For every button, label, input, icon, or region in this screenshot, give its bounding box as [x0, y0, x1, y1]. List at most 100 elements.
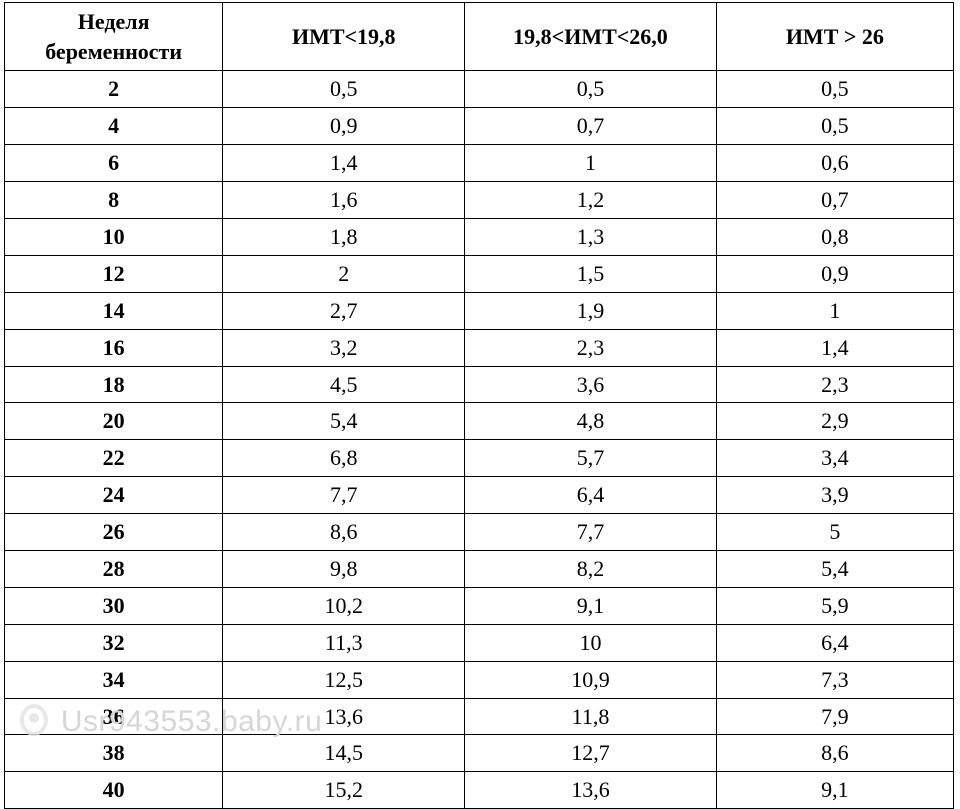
table-cell: 1,9	[465, 292, 716, 329]
table-cell: 4,5	[223, 366, 465, 403]
table-cell: 7,7	[223, 477, 465, 514]
table-cell: 0,8	[716, 218, 953, 255]
table-header-row: Неделя беременности ИМТ<19,8 19,8<ИМТ<26…	[5, 3, 954, 71]
table-cell: 11,3	[223, 624, 465, 661]
table-cell: 6	[5, 145, 223, 182]
table-cell: 14	[5, 292, 223, 329]
table-cell: 11,8	[465, 698, 716, 735]
table-cell: 2	[5, 71, 223, 108]
table-cell: 0,7	[465, 108, 716, 145]
table-cell: 2,7	[223, 292, 465, 329]
table-cell: 36	[5, 698, 223, 735]
table-cell: 2,3	[465, 329, 716, 366]
table-row: 101,81,30,8	[5, 218, 954, 255]
table-cell: 28	[5, 550, 223, 587]
table-cell: 16	[5, 329, 223, 366]
table-cell: 18	[5, 366, 223, 403]
table-row: 142,71,91	[5, 292, 954, 329]
table-cell: 34	[5, 661, 223, 698]
table-row: 163,22,31,4	[5, 329, 954, 366]
table-row: 3211,3106,4	[5, 624, 954, 661]
table-cell: 6,4	[716, 624, 953, 661]
table-cell: 6,4	[465, 477, 716, 514]
table-cell: 1	[716, 292, 953, 329]
column-header-bmi-mid: 19,8<ИМТ<26,0	[465, 3, 716, 71]
column-header-week: Неделя беременности	[5, 3, 223, 71]
table-cell: 7,9	[716, 698, 953, 735]
table-cell: 15,2	[223, 772, 465, 809]
table-cell: 1	[465, 145, 716, 182]
table-cell: 5,4	[716, 550, 953, 587]
table-cell: 9,8	[223, 550, 465, 587]
table-cell: 8,2	[465, 550, 716, 587]
table-cell: 8	[5, 182, 223, 219]
table-cell: 5,4	[223, 403, 465, 440]
table-cell: 5,7	[465, 440, 716, 477]
table-cell: 1,8	[223, 218, 465, 255]
bmi-pregnancy-table: Неделя беременности ИМТ<19,8 19,8<ИМТ<26…	[4, 2, 954, 809]
table-cell: 1,5	[465, 255, 716, 292]
table-cell: 5,9	[716, 587, 953, 624]
table-body: 20,50,50,540,90,70,561,410,681,61,20,710…	[5, 71, 954, 809]
table-row: 81,61,20,7	[5, 182, 954, 219]
table-cell: 0,5	[465, 71, 716, 108]
table-row: 3010,29,15,9	[5, 587, 954, 624]
table-cell: 4,8	[465, 403, 716, 440]
table-cell: 1,3	[465, 218, 716, 255]
table-cell: 0,9	[223, 108, 465, 145]
table-cell: 10,2	[223, 587, 465, 624]
table-cell: 10	[5, 218, 223, 255]
table-cell: 1,4	[223, 145, 465, 182]
table-cell: 38	[5, 735, 223, 772]
table-cell: 9,1	[465, 587, 716, 624]
table-row: 184,53,62,3	[5, 366, 954, 403]
table-cell: 2	[223, 255, 465, 292]
table-cell: 12,7	[465, 735, 716, 772]
table-cell: 12	[5, 255, 223, 292]
table-cell: 6,8	[223, 440, 465, 477]
table-row: 3613,611,87,9	[5, 698, 954, 735]
table-cell: 20	[5, 403, 223, 440]
table-row: 61,410,6	[5, 145, 954, 182]
table-cell: 8,6	[716, 735, 953, 772]
table-row: 226,85,73,4	[5, 440, 954, 477]
table-cell: 5	[716, 514, 953, 551]
table-cell: 9,1	[716, 772, 953, 809]
table-cell: 1,6	[223, 182, 465, 219]
table-cell: 7,7	[465, 514, 716, 551]
table-row: 205,44,82,9	[5, 403, 954, 440]
table-cell: 26	[5, 514, 223, 551]
table-row: 40,90,70,5	[5, 108, 954, 145]
table-cell: 3,4	[716, 440, 953, 477]
table-cell: 40	[5, 772, 223, 809]
column-header-bmi-high: ИМТ > 26	[716, 3, 953, 71]
table-cell: 0,7	[716, 182, 953, 219]
table-cell: 0,5	[716, 71, 953, 108]
table-row: 3412,510,97,3	[5, 661, 954, 698]
table-cell: 10	[465, 624, 716, 661]
table-cell: 3,2	[223, 329, 465, 366]
table-row: 20,50,50,5	[5, 71, 954, 108]
column-header-bmi-low: ИМТ<19,8	[223, 3, 465, 71]
table-cell: 7,3	[716, 661, 953, 698]
table-row: 268,67,75	[5, 514, 954, 551]
table-row: 4015,213,69,1	[5, 772, 954, 809]
table-cell: 13,6	[465, 772, 716, 809]
table-cell: 10,9	[465, 661, 716, 698]
table-cell: 3,9	[716, 477, 953, 514]
table-cell: 13,6	[223, 698, 465, 735]
table-row: 1221,50,9	[5, 255, 954, 292]
table-cell: 0,9	[716, 255, 953, 292]
table-cell: 0,6	[716, 145, 953, 182]
table-cell: 1,2	[465, 182, 716, 219]
table-cell: 30	[5, 587, 223, 624]
table-row: 3814,512,78,6	[5, 735, 954, 772]
table-row: 289,88,25,4	[5, 550, 954, 587]
table-cell: 24	[5, 477, 223, 514]
table-cell: 12,5	[223, 661, 465, 698]
table-cell: 14,5	[223, 735, 465, 772]
table-cell: 1,4	[716, 329, 953, 366]
table-cell: 3,6	[465, 366, 716, 403]
table-cell: 0,5	[223, 71, 465, 108]
table-cell: 32	[5, 624, 223, 661]
